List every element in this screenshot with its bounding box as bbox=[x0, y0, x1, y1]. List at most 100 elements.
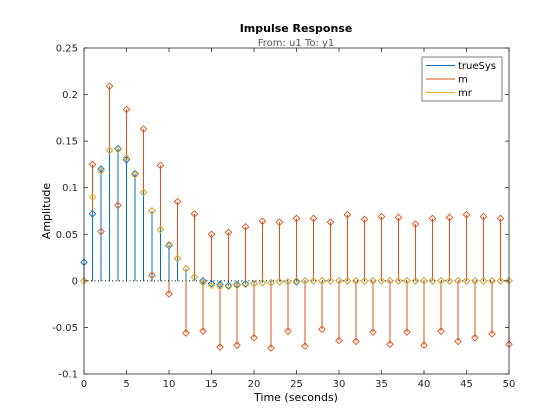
marker-m-27 bbox=[309, 214, 318, 223]
marker-m-39 bbox=[411, 220, 420, 228]
marker-m-2 bbox=[97, 227, 105, 236]
marker-mr-7 bbox=[139, 188, 148, 197]
marker-mr-25 bbox=[292, 277, 301, 285]
marker-mr-42 bbox=[437, 277, 445, 285]
marker-mr-31 bbox=[343, 277, 352, 285]
legend-label-truesys: trueSys bbox=[458, 61, 496, 72]
marker-m-36 bbox=[386, 340, 394, 349]
marker-m-31 bbox=[343, 210, 352, 219]
x-tick-label-8: 40 bbox=[418, 379, 431, 390]
marker-mr-37 bbox=[394, 277, 403, 285]
marker-m-48 bbox=[488, 330, 496, 338]
marker-m-30 bbox=[335, 336, 343, 345]
marker-m-49 bbox=[496, 214, 505, 223]
y-tick-label-7: 0.25 bbox=[56, 44, 78, 55]
marker-m-16 bbox=[216, 343, 224, 351]
marker-mr-40 bbox=[420, 277, 428, 285]
stems-layer bbox=[83, 86, 510, 348]
marker-m-9 bbox=[156, 161, 165, 170]
legend-label-m: m bbox=[458, 75, 468, 86]
marker-m-8 bbox=[148, 271, 156, 280]
marker-mr-1 bbox=[88, 193, 97, 201]
marker-truesys-19 bbox=[241, 279, 250, 288]
marker-mr-39 bbox=[411, 277, 420, 285]
marker-truesys-1 bbox=[88, 209, 97, 218]
marker-mr-33 bbox=[360, 277, 369, 285]
marker-m-21 bbox=[258, 217, 267, 226]
marker-mr-2 bbox=[97, 167, 105, 175]
marker-m-13 bbox=[190, 209, 199, 218]
marker-m-33 bbox=[360, 215, 369, 224]
y-tick-label-6: 0.2 bbox=[62, 90, 78, 101]
marker-m-45 bbox=[462, 210, 471, 219]
marker-m-1 bbox=[88, 160, 97, 169]
marker-m-38 bbox=[403, 328, 411, 336]
marker-mr-49 bbox=[496, 277, 505, 285]
marker-m-7 bbox=[139, 125, 148, 133]
y-tick-label-5: 0.15 bbox=[56, 137, 78, 148]
marker-mr-16 bbox=[216, 282, 224, 291]
legend: trueSys m mr bbox=[421, 56, 503, 102]
marker-truesys-6 bbox=[131, 169, 139, 178]
marker-mr-19 bbox=[241, 280, 250, 289]
marker-mr-9 bbox=[156, 225, 165, 234]
marker-m-26 bbox=[301, 342, 309, 350]
x-tick-label-2: 10 bbox=[163, 379, 176, 390]
marker-truesys-17 bbox=[224, 281, 233, 290]
marker-m-42 bbox=[437, 327, 445, 335]
x-tick-label-10: 50 bbox=[503, 379, 516, 390]
marker-mr-20 bbox=[250, 279, 258, 288]
y-tick-label-3: 0.05 bbox=[56, 230, 78, 241]
marker-m-10 bbox=[165, 290, 173, 298]
marker-mr-14 bbox=[199, 278, 207, 287]
marker-mr-28 bbox=[318, 277, 326, 285]
marker-m-47 bbox=[479, 212, 488, 221]
marker-m-19 bbox=[241, 222, 250, 231]
marker-mr-32 bbox=[352, 277, 360, 285]
marker-mr-35 bbox=[377, 277, 386, 285]
x-tick-label-7: 35 bbox=[375, 379, 388, 390]
marker-m-32 bbox=[352, 337, 360, 346]
marker-mr-15 bbox=[207, 281, 216, 290]
marker-mr-13 bbox=[190, 273, 199, 281]
marker-mr-48 bbox=[488, 277, 496, 285]
y-tick-label-1: -0.05 bbox=[52, 323, 78, 334]
marker-mr-22 bbox=[267, 278, 275, 287]
y-tick-label-2: 0 bbox=[72, 276, 78, 287]
marker-m-43 bbox=[445, 213, 454, 222]
marker-m-20 bbox=[250, 333, 258, 342]
marker-m-35 bbox=[377, 212, 386, 221]
marker-mr-21 bbox=[258, 278, 267, 287]
marker-mr-18 bbox=[233, 281, 241, 290]
marker-mr-8 bbox=[148, 207, 156, 215]
marker-m-23 bbox=[275, 218, 284, 227]
y-tick-label-0: -0.1 bbox=[58, 370, 78, 381]
marker-m-22 bbox=[267, 344, 275, 352]
marker-m-28 bbox=[318, 325, 326, 334]
marker-mr-45 bbox=[462, 277, 471, 285]
marker-mr-29 bbox=[326, 277, 335, 285]
marker-mr-12 bbox=[182, 264, 190, 273]
marker-truesys-16 bbox=[216, 280, 224, 289]
marker-truesys-10 bbox=[165, 241, 173, 250]
marker-mr-44 bbox=[454, 277, 462, 285]
marker-mr-43 bbox=[445, 277, 454, 285]
legend-label-mr: mr bbox=[458, 88, 473, 99]
marker-m-25 bbox=[292, 214, 301, 223]
marker-truesys-25 bbox=[292, 277, 301, 286]
x-tick-label-3: 15 bbox=[205, 379, 218, 390]
marker-mr-10 bbox=[165, 240, 173, 249]
ticks-layer: 0 5 10 15 20 25 30 35 40 45 50 -0.1 -0.05 0 0.05 0.1 0.1… bbox=[52, 44, 515, 391]
marker-m-14 bbox=[199, 327, 207, 335]
chart-subtitle: From: u1 To: y1 bbox=[258, 38, 335, 49]
marker-m-37 bbox=[394, 213, 403, 222]
marker-mr-26 bbox=[301, 277, 309, 285]
marker-mr-30 bbox=[335, 277, 343, 285]
marker-mr-38 bbox=[403, 277, 411, 285]
x-tick-label-9: 45 bbox=[460, 379, 473, 390]
marker-mr-23 bbox=[275, 277, 284, 286]
marker-m-46 bbox=[471, 333, 479, 342]
marker-mr-11 bbox=[173, 254, 182, 263]
marker-m-18 bbox=[233, 341, 241, 349]
